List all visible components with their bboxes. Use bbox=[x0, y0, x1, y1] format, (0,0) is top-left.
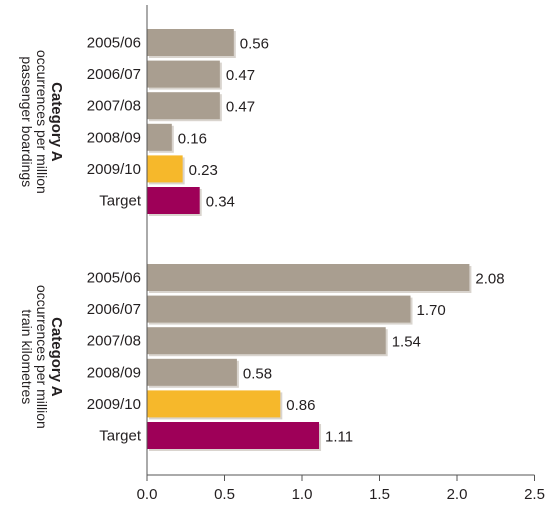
bar-2-2006-07 bbox=[147, 295, 411, 323]
x-tick-label: 0.0 bbox=[137, 486, 158, 503]
bar-2-2005-06 bbox=[147, 264, 470, 291]
bar-1-2007-08 bbox=[147, 92, 220, 120]
bar-2-2007-08 bbox=[147, 327, 386, 355]
category-label: 2006/07 bbox=[87, 301, 141, 318]
x-tick-label: 1.0 bbox=[292, 486, 313, 503]
value-label: 0.58 bbox=[243, 365, 272, 382]
category-label: 2007/08 bbox=[87, 98, 141, 115]
value-label: 0.16 bbox=[178, 130, 207, 147]
category-label: Target bbox=[99, 428, 142, 445]
category-label: 2008/09 bbox=[87, 364, 141, 381]
value-label: 0.47 bbox=[226, 67, 255, 84]
bar-1-2009-10 bbox=[147, 155, 183, 183]
category-label: 2005/06 bbox=[87, 35, 141, 52]
value-label: 0.34 bbox=[206, 194, 235, 211]
category-label: 2006/07 bbox=[87, 66, 141, 83]
y-axis-title: Category Aoccurrences per millionpasseng… bbox=[19, 50, 65, 194]
bar-2-target bbox=[147, 422, 320, 449]
value-label: 1.70 bbox=[417, 302, 446, 319]
bar-1-2006-07 bbox=[147, 60, 220, 88]
x-tick-label: 2.5 bbox=[524, 486, 545, 503]
category-label: 2008/09 bbox=[87, 129, 141, 146]
category-label: 2005/06 bbox=[87, 270, 141, 287]
category-label: Target bbox=[99, 193, 142, 210]
category-label: 2009/10 bbox=[87, 396, 141, 413]
value-label: 0.23 bbox=[189, 162, 218, 179]
value-label: 2.08 bbox=[475, 271, 504, 288]
value-label: 0.86 bbox=[286, 397, 315, 414]
bars-layer bbox=[147, 29, 472, 451]
bar-2-2008-09 bbox=[147, 358, 237, 386]
labels-layer: 2005/06 0.56 2006/07 0.47 2007/08 0.47 2008/09… bbox=[19, 35, 545, 504]
value-label: 1.54 bbox=[392, 334, 421, 351]
x-tick-label: 0.5 bbox=[214, 486, 235, 503]
value-label: 0.47 bbox=[226, 99, 255, 116]
x-tick-label: 1.5 bbox=[369, 486, 390, 503]
value-label: 0.56 bbox=[240, 36, 269, 53]
bar-1-2008-09 bbox=[147, 123, 172, 151]
bar-1-2005-06 bbox=[147, 29, 234, 56]
category-label: 2009/10 bbox=[87, 161, 141, 178]
axis-layer bbox=[146, 5, 535, 481]
x-tick-label: 2.0 bbox=[447, 486, 468, 503]
bar-1-target bbox=[147, 187, 200, 214]
category-label: 2007/08 bbox=[87, 333, 141, 350]
y-axis-title: Category Aoccurrences per milliontrain k… bbox=[19, 285, 65, 429]
value-label: 1.11 bbox=[325, 429, 353, 446]
bar-2-2009-10 bbox=[147, 390, 281, 418]
